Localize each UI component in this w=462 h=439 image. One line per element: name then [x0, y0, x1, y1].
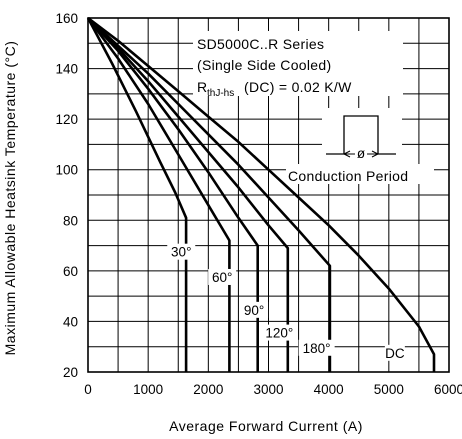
y-tick-label: 120	[55, 112, 78, 127]
x-tick-labels: 0 1000 2000 3000 4000 5000 6000	[84, 382, 462, 397]
curve-label: 60°	[212, 270, 232, 285]
x-tick-label: 4000	[314, 382, 344, 397]
curve-120°	[87, 17, 290, 372]
curve-DC	[87, 16, 436, 372]
conduction-period-icon: ø	[322, 108, 402, 164]
y-tick-label: 20	[63, 365, 78, 380]
x-tick-label: 3000	[253, 382, 283, 397]
curve-label-bg	[240, 301, 269, 318]
y-tick-label: 160	[55, 11, 78, 26]
curve-90°	[87, 17, 260, 372]
x-tick-label: 5000	[374, 382, 404, 397]
curve-label: DC	[385, 346, 405, 361]
y-tick-label: 140	[55, 62, 78, 77]
y-tick-labels: 20 40 60 80 100 120 140 160	[55, 11, 78, 380]
y-tick-label: 40	[63, 314, 78, 329]
cooling-note: (Single Side Cooled)	[197, 57, 331, 73]
annotation-background	[193, 31, 403, 96]
curves	[86, 16, 436, 372]
y-tick-label: 60	[63, 264, 78, 279]
y-axis-label: Maximum Allowable Heatsink Temperature (…	[2, 41, 18, 356]
curve-labels: 30° 60° 90°120° 180° DC	[167, 243, 405, 361]
x-tick-label: 1000	[133, 382, 163, 397]
conduction-label-background	[286, 164, 434, 184]
curve-label: 180°	[303, 341, 331, 356]
x-tick-label: 2000	[193, 382, 223, 397]
x-tick-label: 0	[84, 382, 92, 397]
x-axis-label: Average Forward Current (A)	[169, 418, 363, 434]
phi-symbol: ø	[357, 146, 365, 161]
curve-label: 30°	[171, 245, 191, 260]
series-title: SD5000C..R Series	[197, 36, 324, 52]
rth-subscript: thJ-hs	[207, 88, 234, 99]
curve-label-bg	[298, 339, 335, 356]
x-tick-label: 6000	[434, 382, 462, 397]
curve-60°	[86, 17, 231, 372]
rth-main: R	[197, 79, 207, 95]
curve-label-bg	[167, 243, 196, 260]
curve-label-bg	[208, 268, 237, 285]
curve-30°	[86, 17, 188, 372]
curve-label-bg	[384, 344, 405, 361]
curve-label-bg	[261, 324, 298, 341]
conduction-period-label: Conduction Period	[288, 168, 408, 184]
curve-180°	[87, 17, 332, 372]
y-tick-label: 100	[55, 163, 78, 178]
y-tick-label: 80	[63, 213, 78, 228]
rth-value: (DC) = 0.02 K/W	[244, 79, 352, 95]
curve-label: 120°	[265, 326, 293, 341]
curve-label: 90°	[244, 303, 264, 318]
